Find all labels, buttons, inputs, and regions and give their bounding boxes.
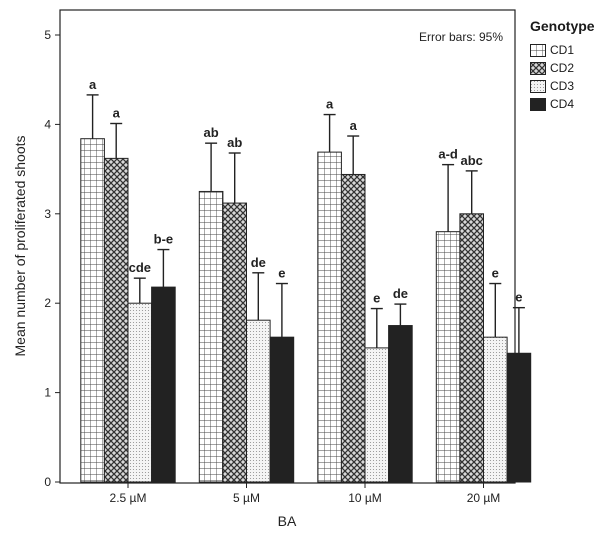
- plot-frame: [59, 9, 516, 484]
- significance-letter: b-e: [154, 232, 174, 247]
- bar-cd1: [198, 190, 224, 483]
- bar-cd3: [364, 347, 390, 483]
- bar-cd1: [80, 138, 105, 483]
- significance-letter: e: [515, 290, 522, 305]
- legend-swatch: [530, 97, 546, 111]
- significance-letter: a-d: [438, 147, 458, 162]
- bar-cd2: [340, 173, 366, 483]
- x-tick-label: 10 µM: [348, 491, 382, 505]
- x-axis: 2.5 µM 5 µM 10 µM 20 µM: [110, 483, 501, 505]
- legend-item-cd3: CD3: [530, 78, 608, 94]
- y-tick-label: 4: [44, 117, 51, 131]
- x-tick-label: 5 µM: [233, 491, 260, 505]
- y-axis: 0 1 2 3 4 5: [44, 28, 60, 489]
- significance-letter: e: [492, 266, 499, 281]
- bar-cd2: [222, 202, 247, 483]
- significance-letter: cde: [129, 260, 151, 275]
- legend-label: CD1: [550, 43, 575, 57]
- bar-cd4: [506, 352, 532, 483]
- bar-cd4: [269, 336, 295, 483]
- significance-letter: a: [326, 97, 334, 112]
- significance-letter: a: [113, 106, 121, 121]
- bar-cd1: [317, 151, 342, 483]
- legend-label: CD2: [550, 61, 575, 75]
- error-bars-note: Error bars: 95%: [419, 30, 503, 44]
- bar-cd4: [151, 286, 176, 483]
- y-tick-label: 5: [44, 28, 51, 42]
- legend-item-cd1: CD1: [530, 42, 608, 58]
- significance-letter: de: [393, 286, 408, 301]
- bar-cd3: [127, 302, 153, 483]
- significance-letter: e: [278, 266, 285, 281]
- significance-letter: de: [251, 255, 266, 270]
- legend-swatch: [530, 43, 546, 57]
- legend-title: Genotype: [530, 18, 595, 34]
- bar-cd3: [483, 336, 508, 483]
- x-tick-label: 2.5 µM: [110, 491, 147, 505]
- legend-swatch: [530, 61, 546, 75]
- significance-letter: a: [350, 118, 358, 133]
- y-tick-label: 3: [44, 207, 51, 221]
- y-axis-label: Mean number of proliferated shoots: [12, 135, 28, 356]
- legend-item-cd2: CD2: [530, 60, 608, 76]
- x-tick-label: 20 µM: [467, 491, 501, 505]
- bar-cd4: [388, 325, 413, 483]
- y-tick-label: 2: [44, 296, 51, 310]
- significance-letter: a: [89, 77, 97, 92]
- significance-letter: ab: [227, 135, 242, 150]
- bar-cd1: [435, 231, 461, 483]
- legend-label: CD3: [550, 79, 575, 93]
- bar-cd2: [459, 213, 484, 483]
- bars: [80, 138, 532, 483]
- x-axis-label: BA: [278, 513, 297, 529]
- y-tick-label: 0: [44, 475, 51, 489]
- legend: Genotype CD1 CD2 CD3 CD4: [530, 18, 608, 114]
- y-tick-label: 1: [44, 386, 51, 400]
- bar-cd3: [246, 319, 271, 483]
- legend-item-cd4: CD4: [530, 96, 608, 112]
- legend-label: CD4: [550, 97, 575, 111]
- significance-letter: ab: [204, 125, 219, 140]
- significance-letter: e: [373, 291, 380, 306]
- legend-items: CD1 CD2 CD3 CD4: [530, 42, 608, 112]
- significance-letter: abc: [460, 153, 482, 168]
- error-bars: [86, 94, 525, 354]
- bar-cd2: [103, 157, 129, 483]
- legend-swatch: [530, 79, 546, 93]
